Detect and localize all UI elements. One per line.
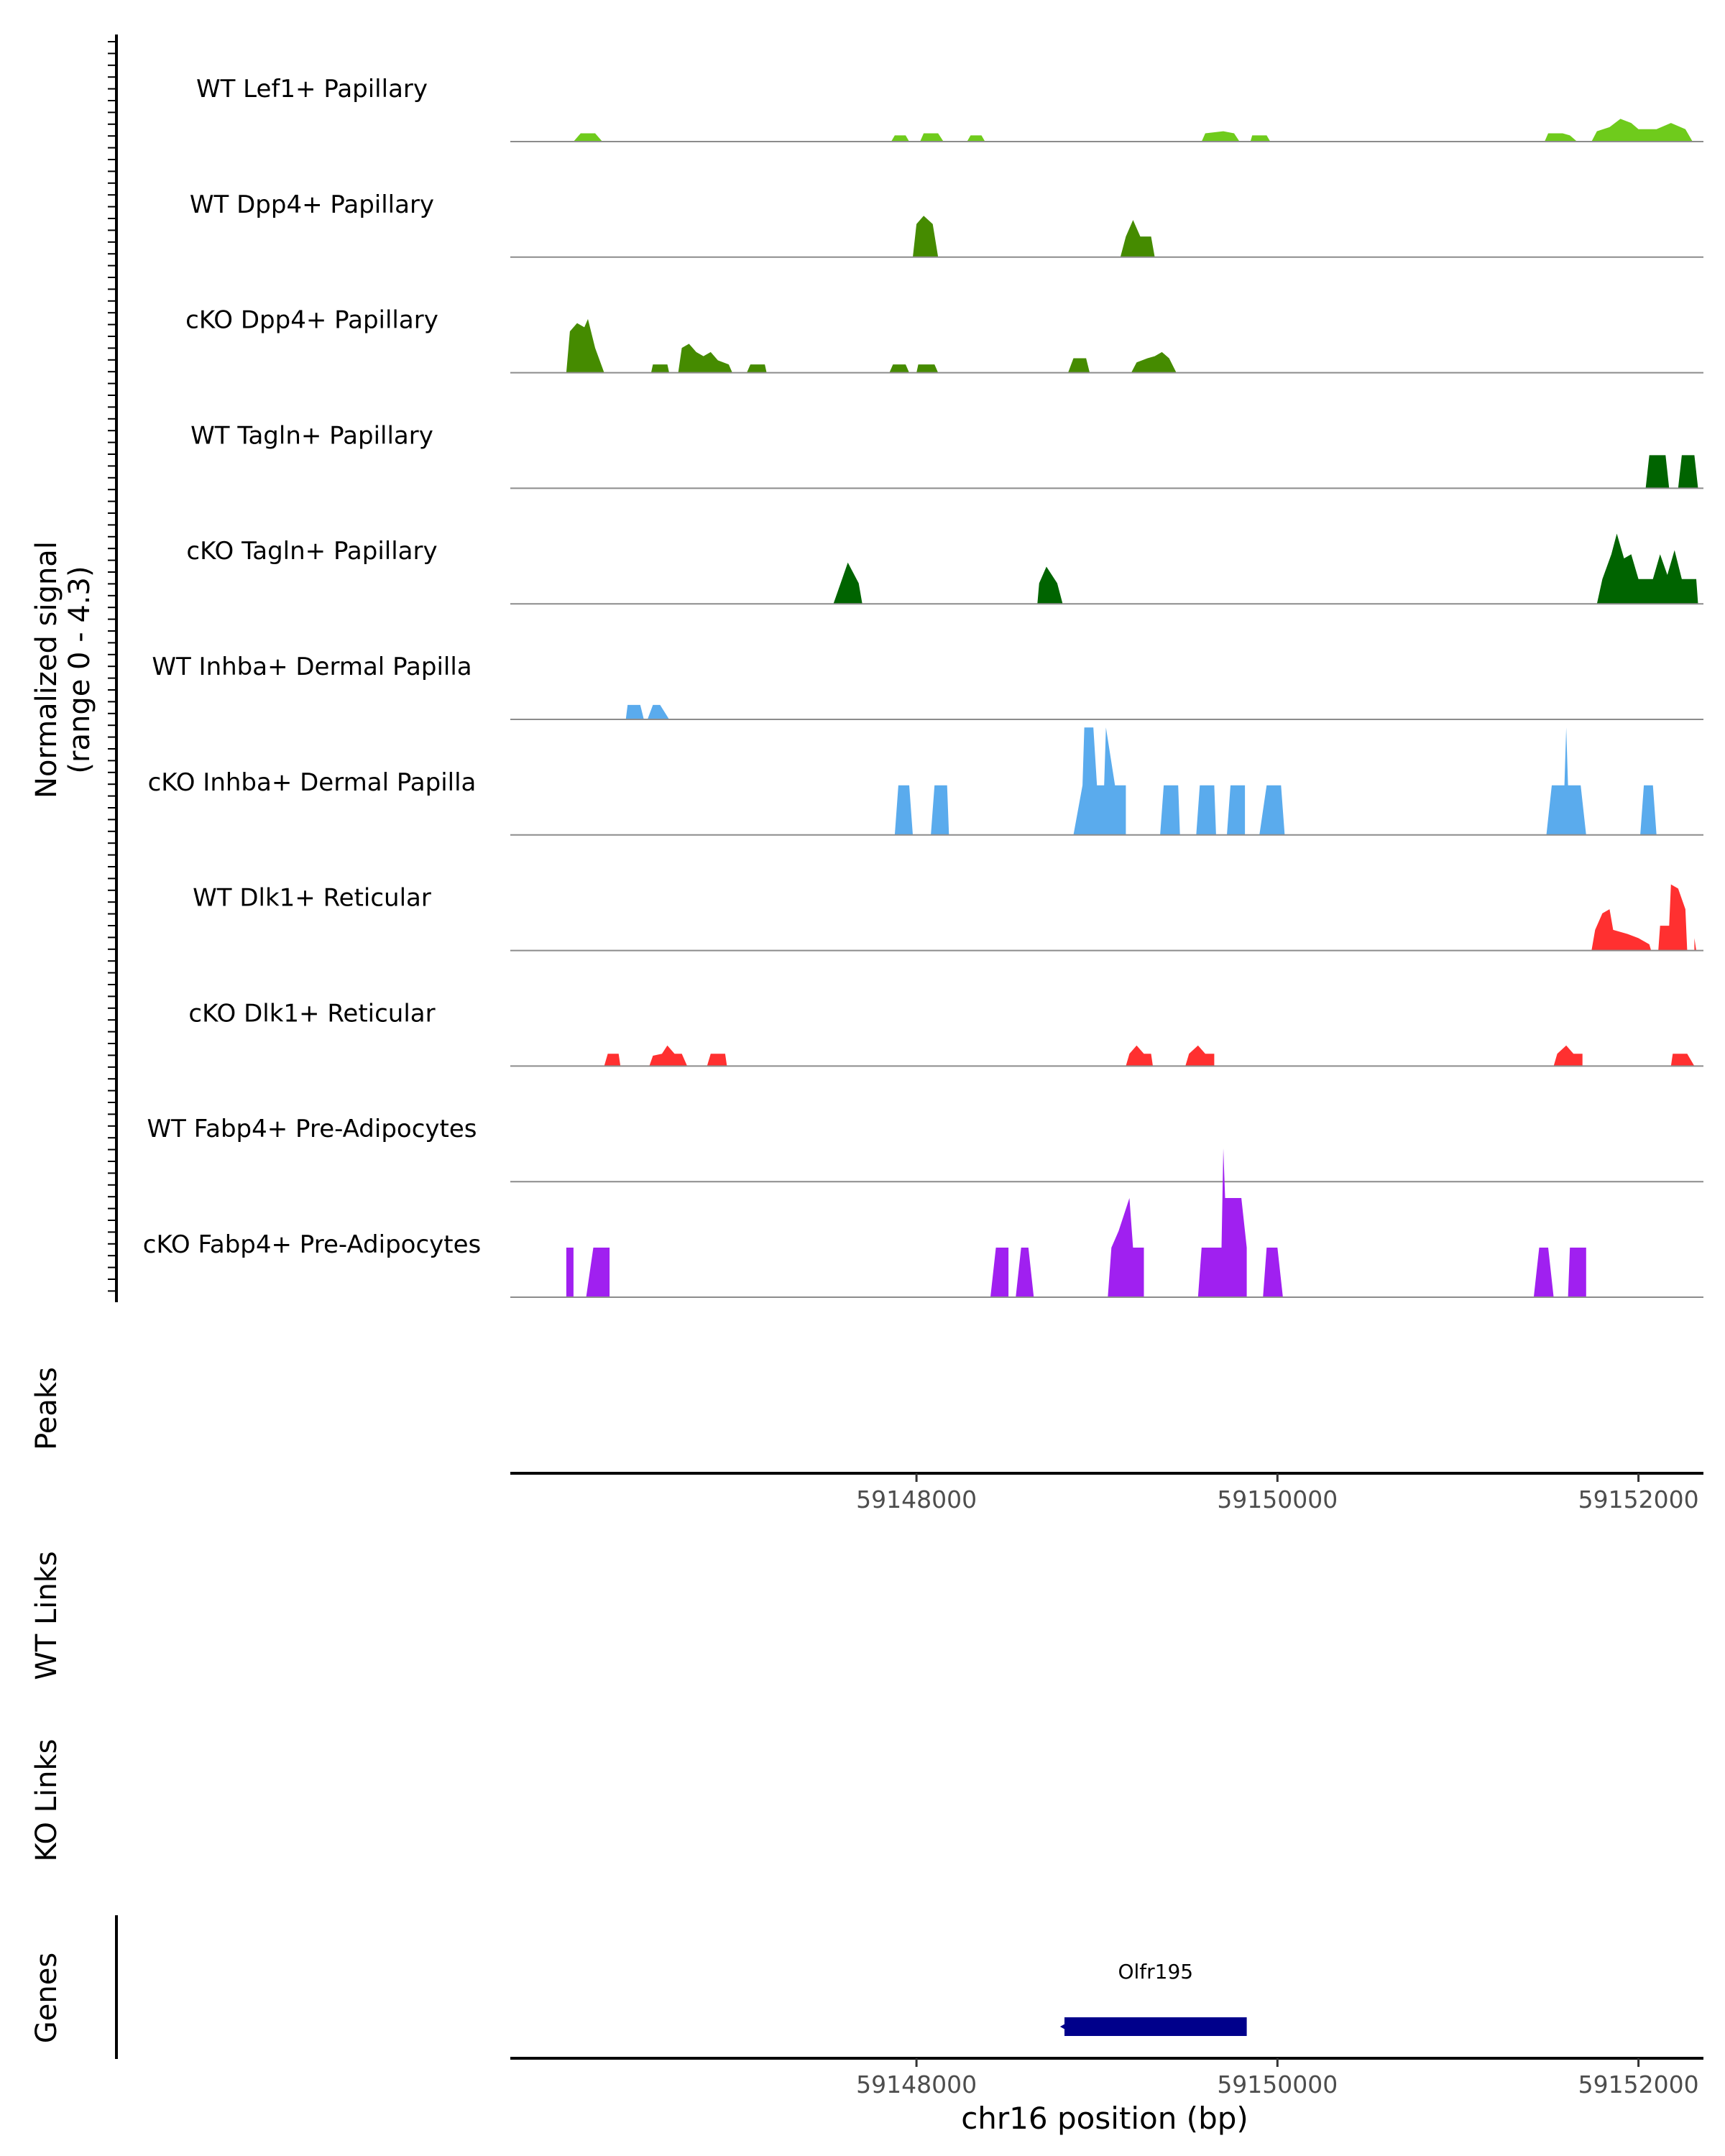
signal-tracks: WT Lef1+ Papillary WT Dpp4+ Papillary cKO …	[143, 75, 1703, 1298]
track-signal-area	[573, 119, 1693, 142]
track-label: cKO Tagln+ Papillary	[186, 537, 437, 566]
genes-x-axis-ticks: 59148000 59150000 59152000	[856, 2058, 1699, 2099]
genes-label: Genes	[30, 1953, 63, 2043]
track-signal-area	[913, 216, 1155, 257]
track-label: cKO Inhba+ Dermal Papilla	[148, 768, 477, 797]
track-label: WT Fabp4+ Pre-Adipocytes	[147, 1115, 477, 1143]
gene: Olfr195	[1059, 1960, 1247, 2036]
track: cKO Tagln+ Papillary	[186, 533, 1703, 605]
track-label: WT Lef1+ Papillary	[196, 75, 428, 103]
track-label: cKO Fabp4+ Pre-Adipocytes	[143, 1230, 482, 1259]
signal-axis-ticks	[108, 41, 116, 1292]
track-signal-area	[604, 1045, 1695, 1067]
peaks-x-axis-ticks: 59148000 59150000 59152000	[856, 1473, 1699, 1514]
track-label: WT Dlk1+ Reticular	[193, 884, 431, 913]
track-label: WT Inhba+ Dermal Papilla	[152, 653, 472, 681]
wt-links-label: WT Links	[30, 1551, 63, 1680]
gene-annotations: Olfr195	[1059, 1960, 1247, 2036]
track-signal-area	[1591, 884, 1696, 951]
signal-axis: Normalized signal (range 0 - 4.3)	[30, 34, 118, 1302]
x-axis-tick-label: 59152000	[1578, 1485, 1699, 1514]
signal-axis-range-label: (range 0 - 4.3)	[63, 566, 96, 773]
gene-name: Olfr195	[1118, 1960, 1193, 1984]
track: cKO Inhba+ Dermal Papilla	[148, 727, 1703, 836]
track: WT Lef1+ Papillary	[196, 75, 1703, 142]
x-axis-tick-label: 59148000	[856, 2070, 977, 2099]
track-signal-area	[894, 727, 1657, 835]
genes-panel: Genes Olfr195 59148000 59150000 59152000 c…	[30, 1915, 1703, 2136]
gene-body	[1064, 2017, 1247, 2036]
track: WT Tagln+ Papillary	[190, 421, 1703, 489]
peaks-panel: Peaks 59148000 59150000 59152000	[30, 1367, 1703, 1514]
track-label: WT Tagln+ Papillary	[190, 421, 433, 450]
track-signal-area	[625, 704, 669, 719]
track: cKO Fabp4+ Pre-Adipocytes	[143, 1148, 1703, 1298]
peaks-label: Peaks	[30, 1367, 63, 1450]
gene-strand-arrow-icon	[1059, 2018, 1077, 2035]
x-axis-tick-label: 59148000	[856, 1485, 977, 1514]
track: WT Dlk1+ Reticular	[193, 884, 1703, 952]
x-axis-tick-label: 59152000	[1578, 2070, 1699, 2099]
x-axis-title: chr16 position (bp)	[961, 2101, 1248, 2136]
track: cKO Dpp4+ Papillary	[185, 306, 1703, 374]
track-signal-area	[1645, 455, 1698, 489]
track: cKO Dlk1+ Reticular	[188, 999, 1703, 1067]
ko-links-label: KO Links	[30, 1739, 63, 1862]
x-axis-tick-label: 59150000	[1217, 1485, 1338, 1514]
track-label: cKO Dlk1+ Reticular	[188, 999, 435, 1028]
links-panels: WT Links KO Links	[30, 1551, 63, 1861]
track-label: cKO Dpp4+ Papillary	[185, 306, 438, 335]
x-axis-tick-label: 59150000	[1217, 2070, 1338, 2099]
track-label: WT Dpp4+ Papillary	[190, 190, 434, 219]
track-signal-area	[566, 1148, 1586, 1297]
track: WT Dpp4+ Papillary	[190, 190, 1703, 258]
track: WT Inhba+ Dermal Papilla	[152, 653, 1703, 720]
track-signal-area	[833, 533, 1698, 604]
track: WT Fabp4+ Pre-Adipocytes	[147, 1115, 1703, 1183]
signal-axis-label: Normalized signal	[30, 541, 63, 798]
track-signal-area	[566, 318, 1177, 373]
